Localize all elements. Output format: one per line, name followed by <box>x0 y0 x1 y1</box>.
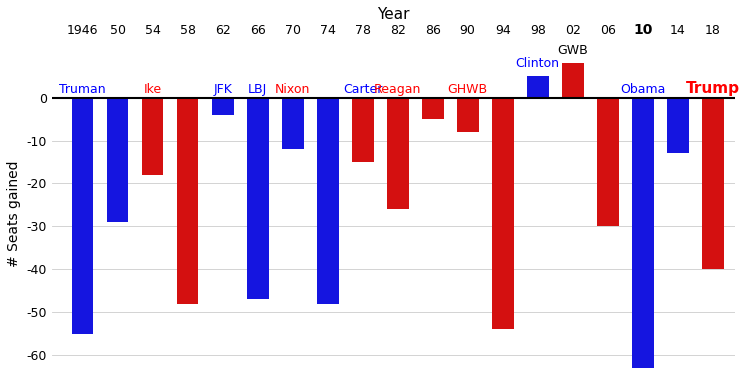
Bar <box>106 98 128 222</box>
Bar <box>702 98 724 269</box>
Bar <box>526 76 549 98</box>
Text: Reagan: Reagan <box>374 83 422 96</box>
X-axis label: Year: Year <box>377 7 410 22</box>
Bar <box>71 98 94 334</box>
Y-axis label: # Seats gained: # Seats gained <box>7 160 21 267</box>
Bar <box>316 98 338 303</box>
Text: Nixon: Nixon <box>275 83 310 96</box>
Bar <box>282 98 304 149</box>
Bar <box>387 98 409 209</box>
Bar <box>176 98 199 303</box>
Bar <box>597 98 619 226</box>
Bar <box>211 98 233 115</box>
Bar <box>562 64 584 98</box>
Text: Ike: Ike <box>143 83 161 96</box>
Text: Trump: Trump <box>686 81 740 96</box>
Bar <box>632 98 654 368</box>
Text: Clinton: Clinton <box>516 57 560 70</box>
Text: LBJ: LBJ <box>248 83 267 96</box>
Bar <box>247 98 268 299</box>
Bar <box>457 98 478 132</box>
Text: JFK: JFK <box>213 83 232 96</box>
Text: GHWB: GHWB <box>448 83 488 96</box>
Text: GWB: GWB <box>557 44 588 57</box>
Bar <box>142 98 164 175</box>
Text: Obama: Obama <box>620 83 665 96</box>
Bar <box>667 98 688 154</box>
Text: Truman: Truman <box>59 83 106 96</box>
Bar <box>352 98 374 162</box>
Text: Carter: Carter <box>343 83 382 96</box>
Bar <box>422 98 443 119</box>
Bar <box>492 98 514 329</box>
